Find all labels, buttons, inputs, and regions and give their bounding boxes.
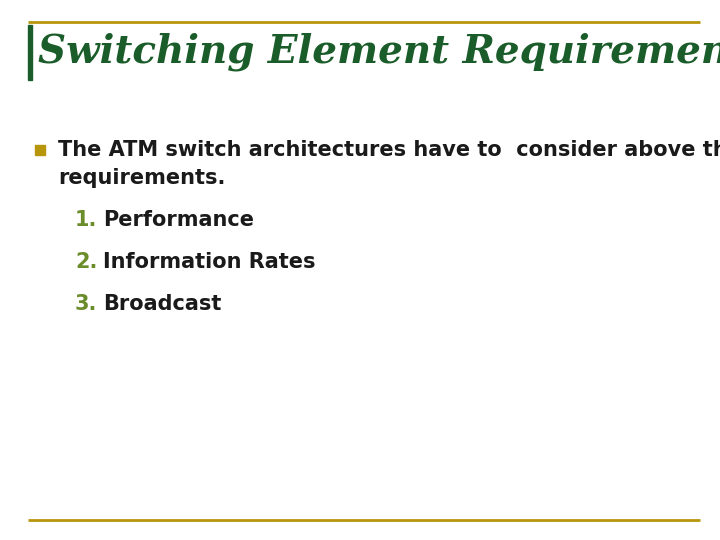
Text: Information Rates: Information Rates [103, 252, 315, 272]
Text: The ATM switch architectures have to  consider above these: The ATM switch architectures have to con… [58, 140, 720, 160]
Text: Switching Element Requirements: Switching Element Requirements [38, 33, 720, 71]
Text: Performance: Performance [103, 210, 254, 230]
Bar [35, 145, 45, 155]
Text: requirements.: requirements. [58, 168, 225, 188]
Text: Broadcast: Broadcast [103, 294, 221, 314]
Text: 3.: 3. [75, 294, 97, 314]
Text: 1.: 1. [75, 210, 97, 230]
Text: 2.: 2. [75, 252, 97, 272]
Bar [28, 25, 32, 80]
